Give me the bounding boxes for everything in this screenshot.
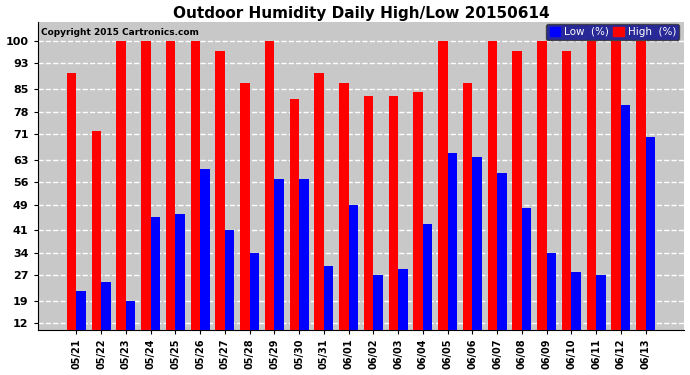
Bar: [538, 41, 546, 362]
Bar: [240, 83, 250, 362]
Bar: [315, 73, 324, 362]
Bar: [175, 214, 185, 362]
Bar: [339, 83, 348, 362]
Bar: [250, 253, 259, 362]
Bar: [388, 96, 398, 362]
Bar: [497, 172, 506, 362]
Bar: [215, 51, 225, 362]
Bar: [546, 253, 556, 362]
Bar: [299, 179, 308, 362]
Text: Copyright 2015 Cartronics.com: Copyright 2015 Cartronics.com: [41, 28, 199, 37]
Bar: [636, 41, 646, 362]
Bar: [290, 99, 299, 362]
Bar: [463, 83, 473, 362]
Bar: [364, 96, 373, 362]
Bar: [77, 291, 86, 362]
Bar: [141, 41, 150, 362]
Bar: [646, 137, 655, 362]
Bar: [348, 205, 358, 362]
Legend: Low  (%), High  (%): Low (%), High (%): [546, 24, 679, 40]
Bar: [488, 41, 497, 362]
Bar: [324, 266, 333, 362]
Bar: [513, 51, 522, 362]
Bar: [586, 41, 596, 362]
Bar: [596, 275, 606, 362]
Bar: [413, 92, 423, 362]
Bar: [448, 153, 457, 362]
Bar: [67, 73, 77, 362]
Bar: [117, 41, 126, 362]
Bar: [562, 51, 571, 362]
Bar: [101, 282, 110, 362]
Bar: [373, 275, 383, 362]
Bar: [438, 41, 448, 362]
Bar: [275, 179, 284, 362]
Bar: [423, 224, 433, 362]
Bar: [522, 208, 531, 362]
Bar: [200, 170, 210, 362]
Bar: [611, 41, 621, 362]
Bar: [571, 272, 581, 362]
Bar: [190, 41, 200, 362]
Bar: [150, 217, 160, 362]
Bar: [621, 105, 630, 362]
Bar: [398, 269, 408, 362]
Title: Outdoor Humidity Daily High/Low 20150614: Outdoor Humidity Daily High/Low 20150614: [172, 6, 549, 21]
Bar: [126, 301, 135, 362]
Bar: [166, 41, 175, 362]
Bar: [225, 230, 235, 362]
Bar: [265, 41, 275, 362]
Bar: [473, 156, 482, 362]
Bar: [92, 131, 101, 362]
